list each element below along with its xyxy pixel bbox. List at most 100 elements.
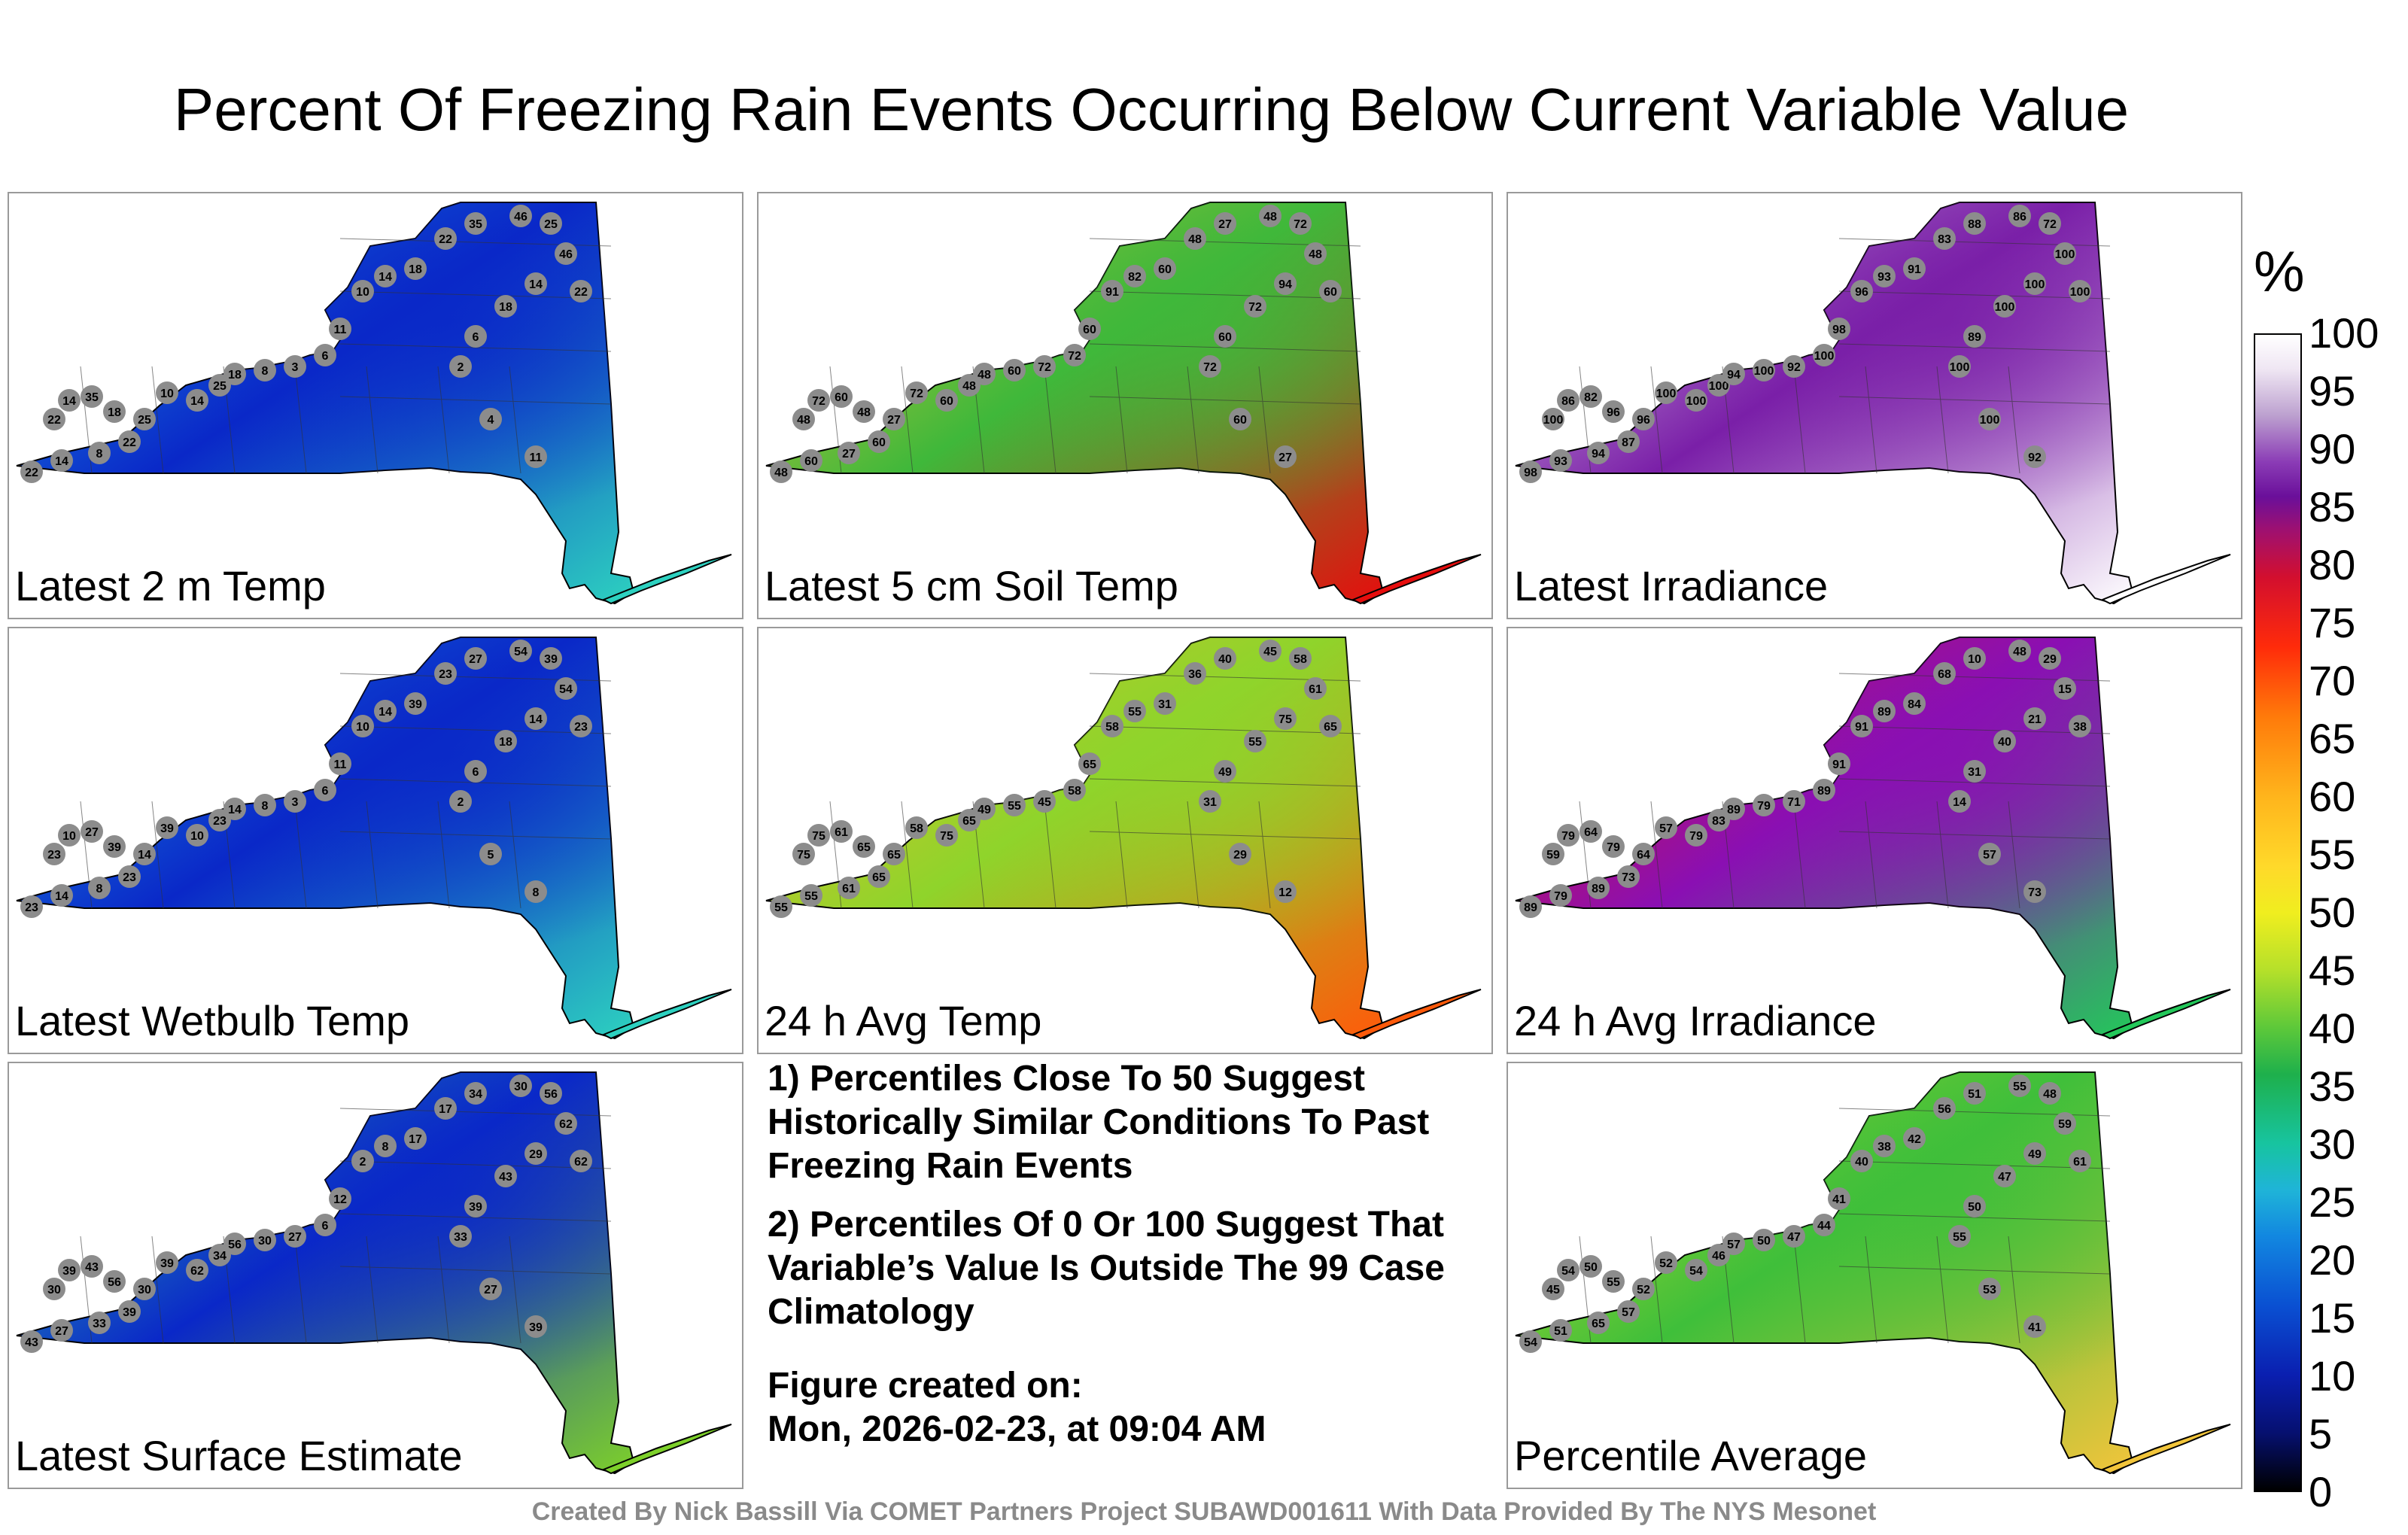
notes-block: 1) Percentiles Close To 50 Suggest Histo… bbox=[768, 1057, 1445, 1451]
station-marker: 22 bbox=[118, 430, 141, 453]
svg-text:89: 89 bbox=[1592, 883, 1605, 895]
long-island-shape bbox=[2100, 1424, 2231, 1475]
svg-text:39: 39 bbox=[123, 1306, 136, 1319]
svg-text:30: 30 bbox=[258, 1235, 272, 1248]
station-marker: 88 bbox=[1963, 212, 1986, 235]
station-marker: 64 bbox=[1632, 843, 1655, 865]
svg-text:23: 23 bbox=[213, 815, 227, 828]
svg-text:75: 75 bbox=[1278, 713, 1292, 726]
station-marker: 48 bbox=[2008, 640, 2031, 662]
station-marker: 61 bbox=[838, 877, 860, 899]
station-marker: 39 bbox=[156, 816, 178, 839]
station-marker: 55 bbox=[770, 895, 792, 918]
svg-text:57: 57 bbox=[1659, 822, 1673, 835]
station-marker: 14 bbox=[1948, 790, 1971, 813]
station-marker: 6 bbox=[314, 344, 336, 366]
svg-text:60: 60 bbox=[1233, 414, 1247, 427]
station-marker: 47 bbox=[1783, 1225, 1805, 1248]
station-marker: 89 bbox=[1519, 895, 1542, 918]
station-marker: 10 bbox=[58, 824, 81, 847]
station-marker: 93 bbox=[1873, 265, 1896, 287]
station-marker: 60 bbox=[1078, 318, 1101, 340]
station-marker: 55 bbox=[800, 884, 822, 907]
station-marker: 8 bbox=[524, 880, 547, 903]
station-marker: 17 bbox=[434, 1097, 457, 1120]
svg-text:17: 17 bbox=[409, 1133, 422, 1146]
svg-text:52: 52 bbox=[1637, 1284, 1650, 1296]
svg-text:72: 72 bbox=[1203, 361, 1217, 374]
svg-text:57: 57 bbox=[1727, 1239, 1741, 1251]
svg-text:96: 96 bbox=[1855, 286, 1868, 299]
station-marker: 30 bbox=[254, 1229, 276, 1251]
svg-text:40: 40 bbox=[1998, 736, 2011, 749]
colorbar-tick: 10 bbox=[2309, 1352, 2356, 1400]
svg-text:22: 22 bbox=[123, 436, 136, 449]
svg-text:56: 56 bbox=[544, 1088, 558, 1101]
figure-title: Percent Of Freezing Rain Events Occurrin… bbox=[173, 76, 2130, 143]
svg-text:46: 46 bbox=[559, 248, 573, 261]
svg-text:60: 60 bbox=[1008, 365, 1021, 378]
field-highlight bbox=[17, 637, 634, 1038]
station-marker: 72 bbox=[905, 381, 928, 404]
station-marker: 41 bbox=[2023, 1315, 2046, 1338]
svg-text:18: 18 bbox=[499, 736, 512, 749]
station-marker: 75 bbox=[792, 843, 815, 865]
station-marker: 100 bbox=[2054, 242, 2076, 265]
long-island-shape bbox=[601, 554, 732, 605]
svg-text:39: 39 bbox=[544, 653, 558, 666]
svg-text:42: 42 bbox=[1908, 1133, 1921, 1146]
svg-text:50: 50 bbox=[1968, 1201, 1981, 1214]
svg-text:58: 58 bbox=[1294, 653, 1307, 666]
station-marker: 46 bbox=[509, 205, 532, 227]
station-marker: 54 bbox=[1519, 1330, 1542, 1353]
svg-text:11: 11 bbox=[334, 758, 347, 771]
colorbar-tick: 80 bbox=[2309, 541, 2356, 588]
station-marker: 27 bbox=[50, 1319, 73, 1342]
svg-text:2: 2 bbox=[360, 1156, 366, 1169]
svg-text:22: 22 bbox=[439, 233, 452, 246]
station-marker: 56 bbox=[1933, 1097, 1956, 1120]
station-marker: 82 bbox=[1579, 385, 1602, 408]
svg-text:65: 65 bbox=[962, 815, 976, 828]
colorbar-tick: 65 bbox=[2309, 715, 2356, 762]
station-marker: 75 bbox=[1274, 707, 1297, 730]
field-highlight bbox=[766, 202, 1383, 603]
station-marker: 53 bbox=[1978, 1278, 2001, 1300]
station-marker: 50 bbox=[1579, 1255, 1602, 1278]
station-marker: 4 bbox=[479, 408, 502, 430]
svg-text:45: 45 bbox=[1038, 796, 1051, 809]
station-marker: 42 bbox=[1903, 1127, 1926, 1150]
svg-text:6: 6 bbox=[322, 1220, 329, 1233]
station-marker: 72 bbox=[2039, 212, 2061, 235]
station-marker: 5 bbox=[479, 843, 502, 865]
svg-text:60: 60 bbox=[1083, 324, 1096, 336]
long-island-shape bbox=[1351, 989, 1482, 1040]
station-marker: 2 bbox=[449, 355, 472, 378]
station-marker: 22 bbox=[570, 280, 592, 302]
station-marker: 30 bbox=[43, 1278, 65, 1300]
station-marker: 23 bbox=[570, 715, 592, 737]
colorbar-tick: 60 bbox=[2309, 773, 2356, 820]
station-marker: 29 bbox=[524, 1142, 547, 1165]
svg-text:23: 23 bbox=[439, 668, 452, 681]
panel-label: 24 h Avg Irradiance bbox=[1514, 997, 1877, 1044]
panel-latest-wetbulb-temp: 23 14 8 23 39 27 10 23 14 39 10 23 14 8 3 6 11 10 14 39 23 27… bbox=[8, 627, 743, 1054]
station-marker: 89 bbox=[1722, 798, 1745, 820]
station-marker: 75 bbox=[935, 824, 958, 847]
svg-text:58: 58 bbox=[910, 822, 923, 835]
svg-text:8: 8 bbox=[96, 883, 103, 895]
svg-text:14: 14 bbox=[55, 890, 68, 903]
svg-text:30: 30 bbox=[514, 1081, 528, 1093]
svg-text:79: 79 bbox=[1554, 890, 1567, 903]
svg-text:55: 55 bbox=[1008, 800, 1021, 813]
station-marker: 65 bbox=[883, 843, 905, 865]
svg-text:14: 14 bbox=[529, 713, 543, 726]
station-marker: 94 bbox=[1274, 272, 1297, 295]
station-marker: 60 bbox=[935, 389, 958, 412]
svg-text:2: 2 bbox=[458, 796, 464, 809]
svg-text:27: 27 bbox=[1218, 218, 1232, 231]
svg-text:51: 51 bbox=[1554, 1325, 1567, 1338]
station-marker: 8 bbox=[254, 794, 276, 816]
station-marker: 39 bbox=[118, 1300, 141, 1323]
